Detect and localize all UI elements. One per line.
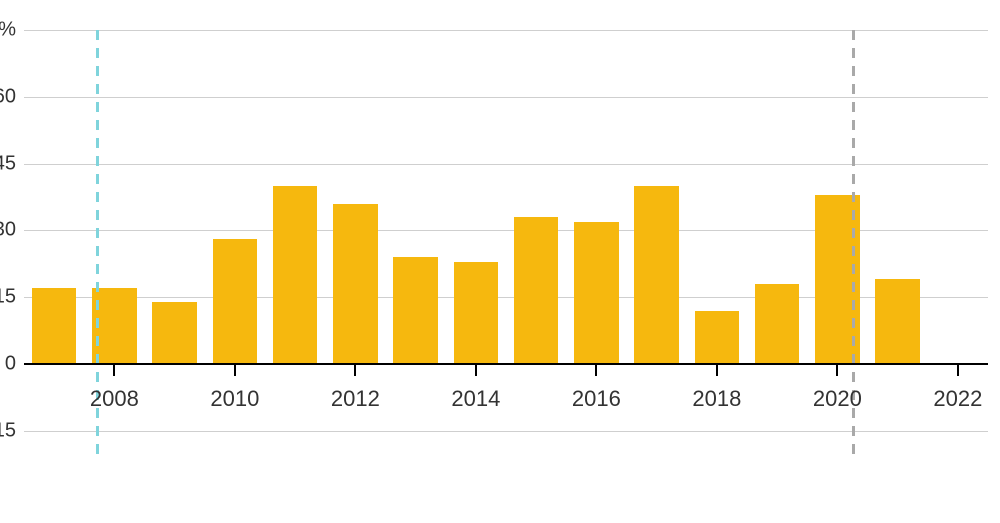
y-axis-label: 60 xyxy=(0,85,24,108)
x-tick xyxy=(354,364,356,376)
x-tick xyxy=(475,364,477,376)
y-axis-label: 45 xyxy=(0,152,24,175)
x-axis-label: 2018 xyxy=(692,386,741,412)
bar xyxy=(875,279,920,364)
x-tick xyxy=(234,364,236,376)
x-axis-label: 2016 xyxy=(572,386,621,412)
x-tick xyxy=(836,364,838,376)
gridline xyxy=(24,97,988,98)
x-axis-label: 2022 xyxy=(933,386,982,412)
y-axis-label: 0 xyxy=(5,353,24,376)
x-axis-label: 2010 xyxy=(210,386,259,412)
bar xyxy=(634,186,679,364)
y-axis-label: 75% xyxy=(0,19,24,42)
bar xyxy=(514,217,559,364)
gridline xyxy=(24,431,988,432)
bar xyxy=(213,239,258,364)
bar xyxy=(333,204,378,364)
x-tick xyxy=(716,364,718,376)
x-axis-label: 2014 xyxy=(451,386,500,412)
bar xyxy=(574,222,619,365)
gridline xyxy=(24,30,988,31)
y-axis-label: 30 xyxy=(0,219,24,242)
bar xyxy=(695,311,740,364)
bar xyxy=(32,288,77,364)
x-tick xyxy=(957,364,959,376)
x-tick xyxy=(595,364,597,376)
plot-area: 75%604530150–152008201020122014201620182… xyxy=(24,30,988,462)
x-tick xyxy=(113,364,115,376)
chart-container: 75% 60 45 30 15 0 –15 2008 2010 2012 2014 2016 2018 2… xyxy=(0,0,1000,523)
bar xyxy=(755,284,800,364)
gridline xyxy=(24,164,988,165)
bar xyxy=(454,262,499,364)
y-axis-label: –15 xyxy=(0,419,24,442)
x-axis-label: 2012 xyxy=(331,386,380,412)
bar xyxy=(152,302,197,364)
bar xyxy=(273,186,318,364)
y-axis-label: 15 xyxy=(0,286,24,309)
x-axis-label: 2020 xyxy=(813,386,862,412)
zero-line xyxy=(24,363,988,365)
bar xyxy=(393,257,438,364)
x-axis-label: 2008 xyxy=(90,386,139,412)
